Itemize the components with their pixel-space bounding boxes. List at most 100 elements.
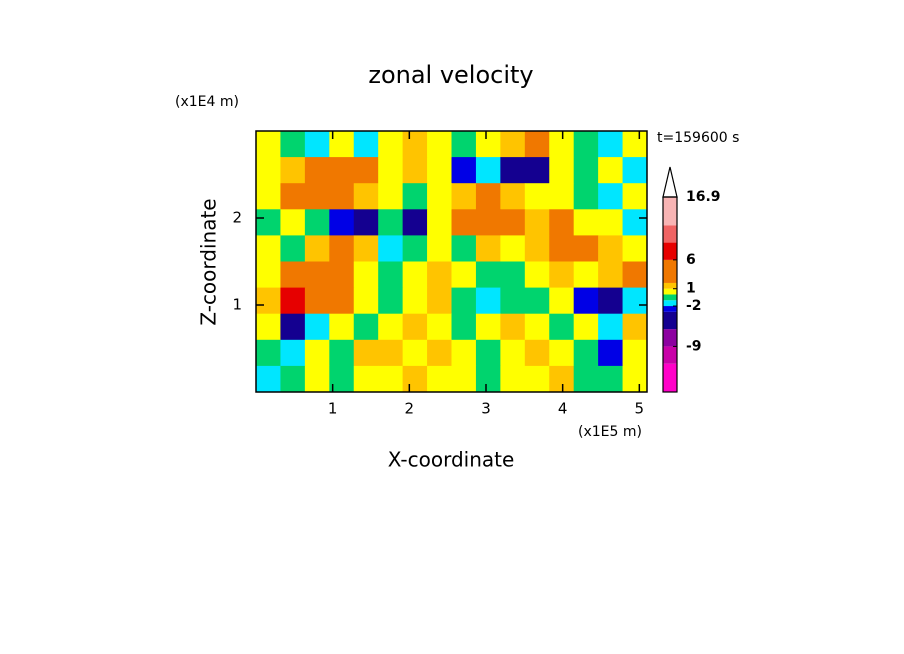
field-cell [549,287,575,315]
x-tick-label: 5 [635,400,645,418]
field-cell [598,287,624,315]
field-cell [524,157,550,184]
colorbar-band [663,300,677,307]
colorbar-band [663,259,677,283]
field-cell [549,131,575,158]
field-cell [475,261,501,289]
field-cell [280,235,306,262]
field-cell [500,365,526,393]
field-cell [622,131,648,158]
colorbar-band [663,306,677,312]
field-cell [402,209,428,236]
field-cell [598,365,624,393]
field-cell [451,287,477,315]
field-cell [256,131,281,158]
field-cell [280,183,306,210]
chart-title: zonal velocity [368,61,533,89]
field-cell [256,235,281,262]
field-cell [622,365,648,393]
field-cell [280,157,306,184]
colorbar-tick-label: 6 [686,252,696,268]
field-cell [329,235,355,262]
field-cell [500,339,526,367]
colorbar-band [663,282,677,289]
field-cell [475,131,501,158]
field-cell [427,339,452,367]
field-cell [573,339,599,367]
field-cell [329,209,355,236]
field-cell [353,261,379,289]
field-cell [622,183,648,210]
field-cell [304,183,330,210]
field-cell [427,313,452,341]
x-tick-label: 2 [405,400,415,418]
field-cell [329,287,355,315]
field-cell [353,365,379,393]
field-cell [573,261,599,289]
field-cell [427,209,452,236]
field-cell [378,261,404,289]
field-cell [524,131,550,158]
field-cell [622,313,648,341]
field-cell [598,209,624,236]
field-cell [524,183,550,210]
field-cell [475,157,501,184]
field-cell [622,261,648,289]
field-cell [304,261,330,289]
field-cell [402,157,428,184]
field-cell [598,157,624,184]
field-cell [524,235,550,262]
field-cell [500,131,526,158]
field-cell [329,131,355,158]
field-cell [500,209,526,236]
colorbar-band [663,294,677,301]
field-cell [353,287,379,315]
field-cell [280,339,306,367]
field-cell [353,131,379,158]
field-cell [549,339,575,367]
field-cell [451,235,477,262]
field-cell [549,183,575,210]
field-cell [451,183,477,210]
field-cell [427,261,452,289]
field-cell [598,313,624,341]
field-cell [549,235,575,262]
colorbar-band [663,311,677,330]
field-cell [500,313,526,341]
field-cell [549,261,575,289]
field-cell [427,157,452,184]
colorbar-frame [662,196,678,393]
field-cell [451,313,477,341]
field-cell [475,339,501,367]
field-cell [280,261,306,289]
field-cell [329,157,355,184]
field-cell [256,209,281,236]
field-cell [622,209,648,236]
field-cell [524,313,550,341]
field-cell [280,287,306,315]
field-cell [304,209,330,236]
field-cell [353,339,379,367]
field-cell [622,157,648,184]
field-cell [427,235,452,262]
field-cell [549,157,575,184]
field-cell [402,183,428,210]
time-annotation: t=159600 s [657,130,739,146]
field-cell [598,131,624,158]
field-cell [402,287,428,315]
field-cell [451,339,477,367]
field-cell [304,157,330,184]
colorbar-tick-label: -9 [686,338,702,354]
colorbar-tick-label: -2 [686,298,702,314]
field-cell [573,131,599,158]
colorbar-tick-label: 16.9 [686,189,721,205]
field-cell [402,365,428,393]
field-cell [475,313,501,341]
field-cell [280,313,306,341]
field-cell [304,339,330,367]
field-cell [353,209,379,236]
field-cell [573,365,599,393]
field-cell [378,235,404,262]
field-cell [329,313,355,341]
